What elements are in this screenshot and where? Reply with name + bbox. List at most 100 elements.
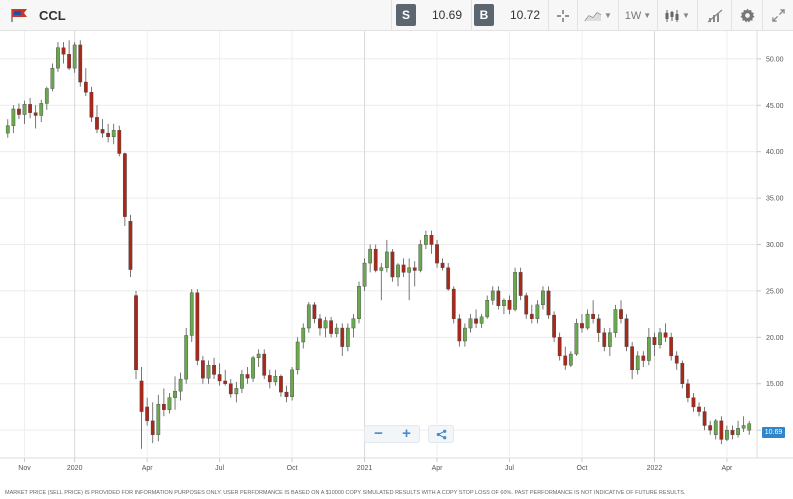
candle-up (334, 327, 339, 334)
candle-down (373, 248, 378, 271)
sell-price: 10.69 (431, 8, 462, 22)
share-button[interactable] (428, 425, 454, 443)
candle-down (228, 383, 233, 395)
y-tick-label: 30.00 (766, 242, 784, 249)
candle-down (708, 425, 713, 431)
chevron-down-icon: ▼ (682, 11, 690, 20)
candle-down (329, 320, 333, 334)
candle-down (223, 380, 228, 384)
candle-down (412, 267, 417, 271)
candle-down (496, 290, 501, 306)
chevron-down-icon: ▼ (643, 11, 652, 20)
sell-price-box[interactable]: S 10.69 (396, 4, 468, 26)
candle-up (463, 327, 467, 342)
candle-up (323, 320, 328, 329)
candle-down (95, 117, 99, 130)
candle-down (691, 397, 696, 408)
candle-down (557, 337, 562, 357)
candle-down (591, 313, 595, 319)
candle-down (284, 391, 289, 397)
candle-up (384, 251, 389, 268)
y-tick-label: 35.00 (766, 196, 784, 203)
candle-down (61, 47, 66, 55)
candle-up (156, 403, 161, 435)
settings-button[interactable] (733, 0, 761, 31)
candle-down (28, 104, 32, 113)
candle-up (72, 44, 77, 69)
candle-down (162, 403, 166, 410)
chevron-down-icon: ▼ (604, 11, 612, 20)
timeframe-value: 1W (624, 9, 642, 22)
sell-label: S (396, 4, 416, 26)
candle-down (619, 309, 623, 319)
toolbar-divider (657, 0, 658, 31)
candle-down (674, 355, 679, 364)
toolbar-divider (577, 0, 578, 31)
y-tick-label: 25.00 (766, 288, 784, 295)
candle-up (184, 335, 189, 380)
x-tick-label: Apr (432, 465, 444, 472)
candle-up (485, 299, 490, 318)
candle-up (613, 309, 618, 333)
candle-down (563, 355, 568, 366)
candle-down (686, 383, 690, 398)
candle-down (641, 355, 646, 361)
last-price-tag: 10.69 (762, 427, 785, 438)
candle-up (541, 290, 545, 306)
candle-down (697, 406, 701, 412)
candle-down (630, 346, 635, 371)
candle-style-button[interactable]: ▼ (658, 0, 696, 31)
candle-down (719, 420, 724, 440)
buy-label: B (474, 4, 494, 26)
toolbar-divider (391, 0, 392, 31)
crosshair-button[interactable] (549, 0, 576, 31)
x-tick-label: Jul (215, 465, 224, 472)
chart-type-button[interactable]: ▼ (580, 0, 616, 31)
zoom-out-button[interactable]: − (374, 425, 383, 442)
expand-icon (772, 9, 785, 22)
candle-down (669, 337, 674, 357)
timeframe-select[interactable]: 1W ▼ (620, 0, 656, 31)
candle-down (106, 132, 111, 138)
candle-up (50, 67, 55, 89)
candle-down (217, 374, 222, 382)
candle-down (435, 244, 439, 264)
y-axis-labels: 10.0015.0020.0025.0030.0035.0040.0045.00… (757, 56, 784, 435)
candle-up (273, 376, 278, 383)
candlestick-chart[interactable]: 10.0015.0020.0025.0030.0035.0040.0045.00… (0, 31, 793, 487)
toolbar-divider (548, 0, 549, 31)
buy-price-box[interactable]: B 10.72 (474, 4, 546, 26)
candle-down (451, 288, 456, 319)
candle-down (680, 363, 685, 384)
candle-up (240, 374, 244, 389)
candle-down (67, 54, 71, 69)
candle-up (368, 248, 373, 264)
candle-up (736, 428, 740, 435)
fullscreen-button[interactable] (764, 0, 793, 31)
candle-up (189, 292, 194, 336)
candle-down (474, 318, 478, 324)
gear-icon (739, 8, 755, 23)
candle-down (524, 295, 529, 315)
disclaimer-text: MARKET PRICE (SELL PRICE) IS PROVIDED FO… (5, 490, 686, 496)
candle-down (546, 290, 551, 316)
red-flag-logo-icon (11, 9, 27, 22)
candlestick-icon (665, 9, 679, 22)
candle-up (713, 420, 718, 435)
indicators-button[interactable] (699, 0, 730, 31)
candle-up (741, 425, 746, 429)
toolbar-divider (618, 0, 619, 31)
candle-up (22, 104, 27, 115)
candle-up (111, 130, 116, 138)
candle-down (245, 374, 250, 379)
candle-up (56, 47, 60, 69)
candle-down (652, 337, 657, 345)
candle-up (11, 108, 16, 126)
toolbar-divider (762, 0, 763, 31)
candle-up (490, 290, 495, 301)
candle-up (167, 397, 172, 410)
candle-down (134, 295, 138, 371)
candle-down (267, 375, 272, 383)
zoom-in-button[interactable]: + (402, 425, 411, 442)
crosshair-icon (556, 9, 569, 22)
